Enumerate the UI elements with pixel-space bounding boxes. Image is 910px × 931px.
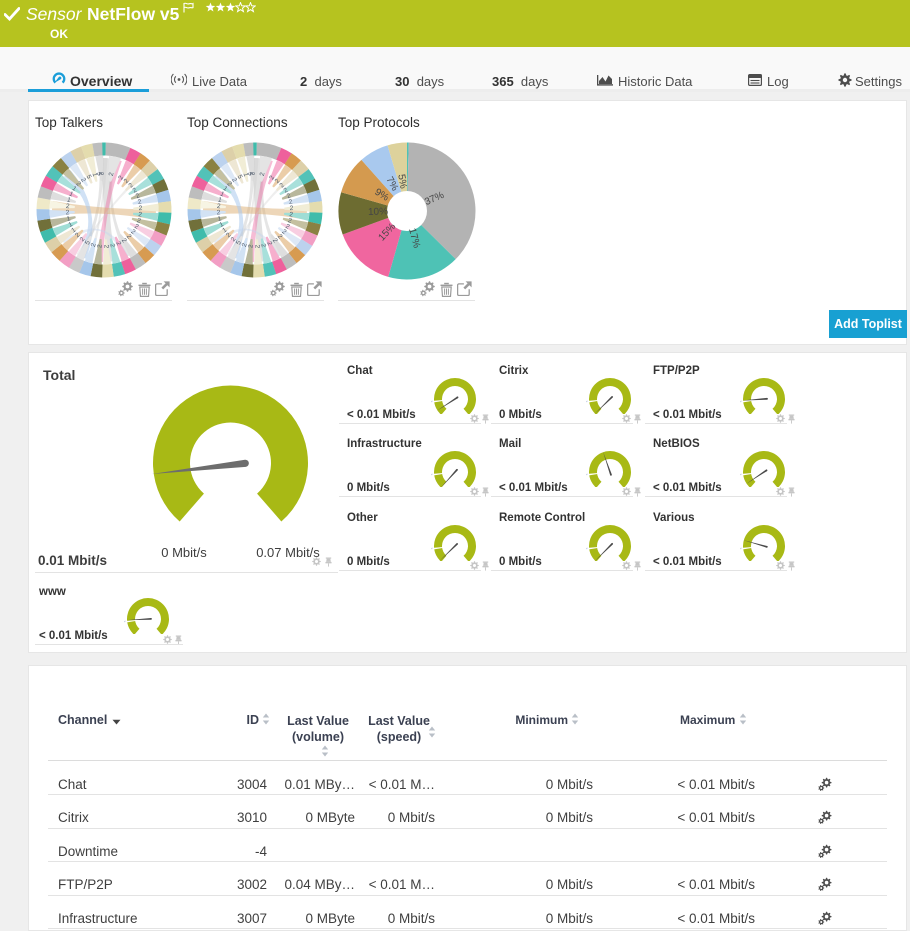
svg-text:2: 2 [259, 243, 267, 249]
svg-text:2: 2 [217, 209, 221, 216]
svg-text:1: 1 [66, 215, 72, 223]
svg-text:1: 1 [68, 190, 75, 198]
svg-text:2: 2 [66, 203, 71, 210]
svg-text:5: 5 [95, 172, 102, 177]
svg-text:10%: 10% [368, 206, 389, 218]
svg-text:2: 2 [278, 182, 286, 190]
svg-text:2: 2 [138, 211, 143, 218]
svg-text:1: 1 [217, 197, 223, 205]
svg-text:2: 2 [114, 241, 122, 247]
svg-text:2: 2 [139, 205, 143, 212]
svg-text:2: 2 [120, 237, 128, 244]
svg-text:2: 2 [280, 228, 287, 236]
svg-text:1: 1 [242, 172, 250, 178]
svg-text:2: 2 [287, 217, 293, 225]
svg-text:2: 2 [74, 180, 82, 188]
svg-text:1: 1 [217, 215, 223, 223]
svg-text:2: 2 [79, 177, 87, 184]
svg-text:2: 2 [286, 192, 292, 200]
svg-text:2: 2 [259, 171, 267, 176]
svg-text:2: 2 [289, 211, 294, 218]
svg-text:1: 1 [91, 172, 99, 178]
svg-text:2: 2 [268, 174, 276, 181]
svg-text:2: 2 [247, 244, 254, 249]
svg-text:2: 2 [90, 242, 98, 248]
svg-text:2: 2 [284, 223, 291, 231]
svg-text:2: 2 [265, 241, 273, 247]
svg-text:2: 2 [133, 223, 140, 231]
svg-text:2: 2 [123, 177, 131, 184]
svg-text:2: 2 [74, 231, 82, 239]
svg-text:2: 2 [102, 244, 109, 248]
svg-text:5: 5 [236, 174, 244, 181]
svg-text:2: 2 [283, 187, 290, 195]
svg-text:2: 2 [97, 172, 104, 177]
svg-text:5: 5 [85, 174, 93, 181]
svg-text:2: 2 [135, 192, 141, 200]
svg-text:1: 1 [66, 197, 72, 205]
svg-text:2: 2 [225, 180, 233, 188]
svg-text:5: 5 [84, 239, 92, 246]
svg-text:2: 2 [225, 231, 233, 239]
svg-text:2: 2 [66, 209, 70, 216]
svg-text:1: 1 [221, 226, 228, 234]
svg-text:1: 1 [222, 185, 229, 193]
svg-text:1: 1 [71, 185, 78, 193]
svg-text:2: 2 [253, 244, 260, 248]
svg-text:5: 5 [246, 172, 253, 177]
svg-text:2: 2 [108, 243, 116, 249]
svg-text:2: 2 [108, 171, 116, 176]
svg-text:5: 5 [235, 239, 243, 246]
svg-text:2: 2 [117, 174, 125, 181]
svg-text:5%: 5% [395, 173, 408, 189]
svg-text:2: 2 [290, 205, 294, 212]
svg-text:2: 2 [241, 242, 249, 248]
svg-text:1: 1 [70, 226, 77, 234]
svg-text:2: 2 [276, 233, 284, 241]
svg-text:2: 2 [137, 198, 142, 206]
svg-text:2: 2 [248, 172, 255, 177]
svg-text:2: 2 [136, 217, 142, 225]
svg-text:2: 2 [230, 177, 238, 184]
svg-text:2: 2 [132, 187, 139, 195]
svg-text:2: 2 [96, 244, 103, 249]
svg-text:2: 2 [274, 177, 282, 184]
svg-text:2: 2 [127, 182, 135, 190]
svg-text:1: 1 [219, 190, 226, 198]
svg-text:2: 2 [288, 198, 293, 206]
svg-text:2: 2 [79, 236, 87, 243]
svg-text:2: 2 [129, 228, 136, 236]
svg-text:2: 2 [230, 236, 238, 243]
svg-text:2: 2 [271, 237, 279, 244]
svg-text:2: 2 [217, 203, 222, 210]
svg-text:2: 2 [125, 233, 133, 241]
svg-text:17%: 17% [406, 227, 422, 249]
svg-text:1: 1 [219, 221, 226, 229]
svg-text:1: 1 [68, 221, 75, 229]
